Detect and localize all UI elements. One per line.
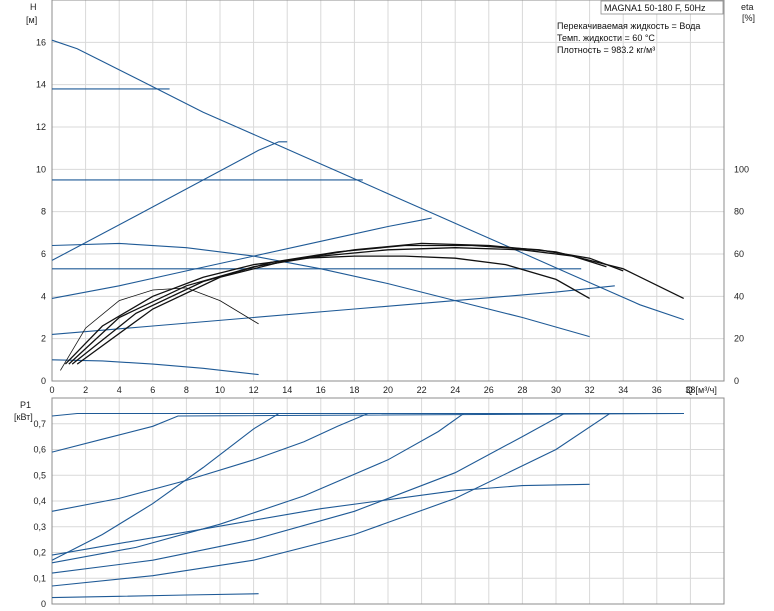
head-curve bbox=[51, 359, 259, 376]
y-tick-label: 2 bbox=[41, 334, 46, 344]
x-tick-label: 22 bbox=[417, 385, 427, 395]
y2-axis-label: eta bbox=[741, 2, 754, 12]
x-axis-label: Q [м³/ч] bbox=[686, 385, 717, 395]
power-y-tick-label: 0 bbox=[41, 599, 46, 609]
efficiency-curve bbox=[76, 242, 684, 365]
power-curve bbox=[51, 412, 684, 561]
condition-density: Плотность = 983.2 кг/м³ bbox=[557, 45, 655, 55]
lower-grid bbox=[51, 398, 724, 605]
y2-tick-label: 60 bbox=[734, 249, 744, 259]
head-curve bbox=[51, 242, 590, 338]
y-axis-unit: [м] bbox=[26, 15, 37, 25]
y-tick-label: 16 bbox=[36, 37, 46, 47]
power-y-tick-label: 0,7 bbox=[33, 419, 46, 429]
power-curve bbox=[51, 593, 259, 599]
y-tick-labels: 0 2 4 6 8 10 12 14 16 bbox=[36, 37, 46, 386]
y2-tick-label: 100 bbox=[734, 164, 749, 174]
y2-axis-unit: [%] bbox=[742, 13, 755, 23]
y-tick-label: 12 bbox=[36, 122, 46, 132]
x-tick-label: 0 bbox=[49, 385, 54, 395]
y-tick-label: 14 bbox=[36, 80, 46, 90]
y-tick-label: 8 bbox=[41, 207, 46, 217]
power-curve bbox=[51, 412, 684, 587]
head-curve bbox=[51, 141, 288, 261]
y-axis-label: H bbox=[30, 2, 37, 12]
head-curves bbox=[51, 39, 684, 376]
power-y-tick-label: 0,4 bbox=[33, 496, 46, 506]
x-tick-labels: 0 2 4 6 8 10 12 14 16 18 20 22 24 26 28 30 32 34 36 38 bbox=[49, 385, 695, 395]
efficiency-curve bbox=[68, 247, 607, 365]
power-curve bbox=[51, 412, 684, 512]
y-tick-label: 10 bbox=[36, 164, 46, 174]
y2-tick-label: 0 bbox=[734, 376, 739, 386]
head-curve bbox=[51, 285, 615, 335]
x-tick-label: 14 bbox=[282, 385, 292, 395]
pump-title: MAGNA1 50-180 F, 50Hz bbox=[604, 3, 706, 13]
head-curve bbox=[51, 217, 432, 299]
x-tick-label: 38 bbox=[685, 385, 695, 395]
y2-tick-label: 20 bbox=[734, 334, 744, 344]
x-tick-label: 36 bbox=[652, 385, 662, 395]
x-tick-label: 34 bbox=[618, 385, 628, 395]
y-tick-label: 0 bbox=[41, 376, 46, 386]
x-tick-label: 28 bbox=[517, 385, 527, 395]
power-y-tick-label: 0,6 bbox=[33, 445, 46, 455]
x-tick-label: 4 bbox=[117, 385, 122, 395]
title-box bbox=[600, 0, 724, 15]
upper-panel: 0 2 4 6 8 10 12 14 16 18 20 22 24 26 28 30 32 34 36 38 0246… bbox=[26, 0, 755, 395]
power-y-tick-label: 0,5 bbox=[33, 470, 46, 480]
x-tick-label: 32 bbox=[585, 385, 595, 395]
lower-frame bbox=[51, 397, 725, 605]
power-curve bbox=[51, 412, 684, 574]
power-y-tick-labels: 0 0,1 0,2 0,3 0,4 0,5 0,6 0,7 bbox=[33, 419, 46, 609]
x-tick-label: 8 bbox=[184, 385, 189, 395]
x-tick-label: 2 bbox=[83, 385, 88, 395]
x-tick-label: 6 bbox=[150, 385, 155, 395]
power-curve bbox=[51, 483, 590, 556]
power-curve bbox=[51, 412, 684, 453]
head-curve bbox=[51, 39, 684, 321]
y2-tick-labels: 0 20 40 60 80 100 bbox=[734, 164, 749, 386]
x-tick-label: 24 bbox=[450, 385, 460, 395]
x-tick-label: 30 bbox=[551, 385, 561, 395]
power-y-tick-label: 0,1 bbox=[33, 573, 46, 583]
x-tick-label: 12 bbox=[249, 385, 259, 395]
efficiency-curve bbox=[60, 287, 259, 371]
upper-grid bbox=[51, 0, 724, 382]
power-axis-unit: [кВт] bbox=[14, 412, 33, 422]
condition-fluid: Перекачиваемая жидкость = Вода bbox=[557, 21, 700, 31]
x-tick-label: 18 bbox=[349, 385, 359, 395]
y2-tick-label: 40 bbox=[734, 291, 744, 301]
x-tick-label: 20 bbox=[383, 385, 393, 395]
efficiency-curve bbox=[64, 255, 590, 365]
condition-temperature: Темп. жидкости = 60 °C bbox=[557, 33, 655, 43]
y2-tick-label: 80 bbox=[734, 207, 744, 217]
y-tick-label: 6 bbox=[41, 249, 46, 259]
x-tick-label: 16 bbox=[316, 385, 326, 395]
power-curves bbox=[51, 412, 684, 599]
x-tick-label: 26 bbox=[484, 385, 494, 395]
power-curve bbox=[51, 412, 684, 564]
power-y-tick-label: 0,3 bbox=[33, 522, 46, 532]
lower-panel: 0 0,1 0,2 0,3 0,4 0,5 0,6 0,7 P1 [кВт] bbox=[14, 397, 725, 609]
efficiency-curve bbox=[71, 244, 624, 365]
power-y-tick-label: 0,2 bbox=[33, 548, 46, 558]
y-tick-label: 4 bbox=[41, 291, 46, 301]
efficiency-curves bbox=[60, 242, 684, 371]
power-axis-label: P1 bbox=[20, 400, 31, 410]
x-tick-label: 10 bbox=[215, 385, 225, 395]
upper-frame bbox=[51, 0, 725, 382]
